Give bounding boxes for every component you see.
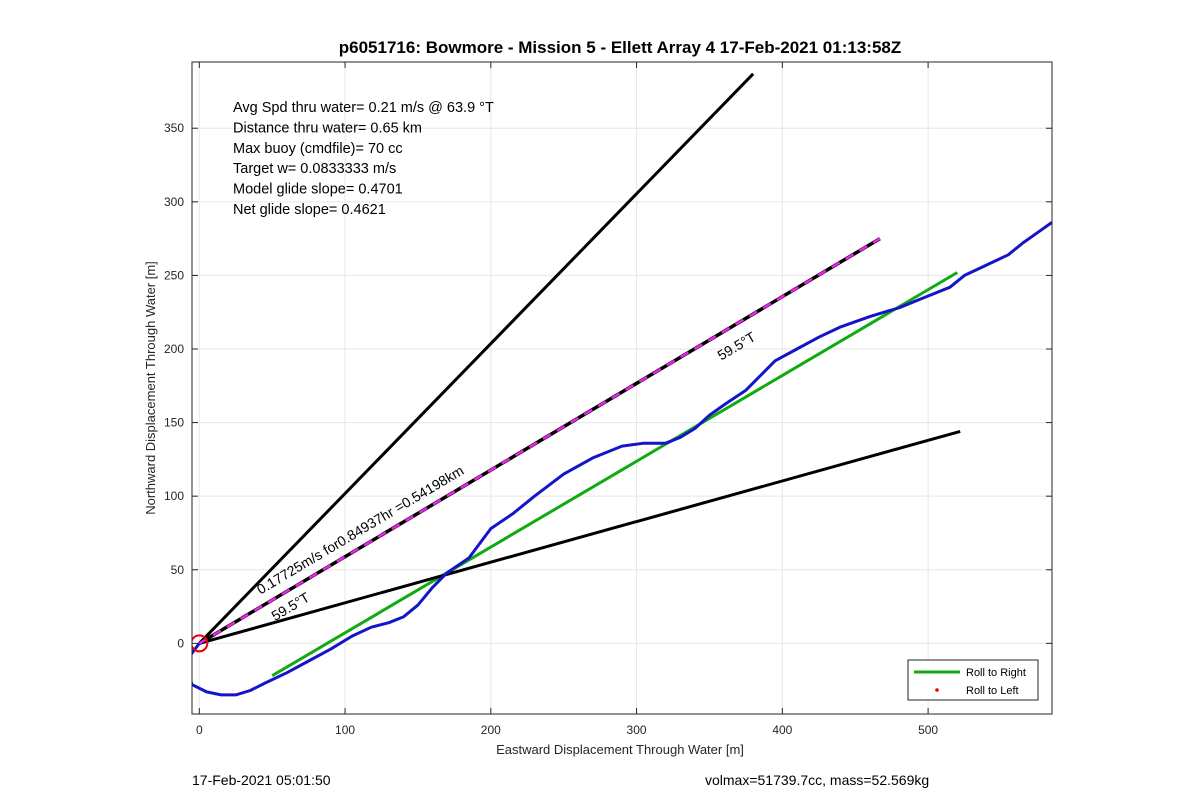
x-tick-label: 300 xyxy=(627,723,647,737)
roll-to-right-line xyxy=(271,271,959,677)
footer-volmax-mass: volmax=51739.7cc, mass=52.569kg xyxy=(705,772,930,788)
roll-to-left-marker xyxy=(192,634,209,653)
annotation-line: Distance thru water= 0.65 km xyxy=(233,120,422,136)
plot-series xyxy=(192,72,1052,697)
chart-title: p6051716: Bowmore - Mission 5 - Ellett A… xyxy=(339,38,902,57)
y-tick-label: 150 xyxy=(164,416,184,430)
axis-ticks: 0 100 200 300 400 500 0 50 100 150 200 250 300 350 xyxy=(164,62,1052,737)
x-tick-label: 500 xyxy=(918,723,938,737)
x-tick-label: 0 xyxy=(196,723,203,737)
stats-annotations: Avg Spd thru water= 0.21 m/s @ 63.9 °T Di… xyxy=(233,100,494,218)
line-labels: 0.17725m/s for0.84937hr =0.54198km59.5°T… xyxy=(254,328,759,624)
grid xyxy=(192,62,1052,714)
x-tick-label: 200 xyxy=(481,723,501,737)
legend-label: Roll to Left xyxy=(966,685,1019,697)
y-tick-label: 200 xyxy=(164,342,184,356)
y-tick-label: 300 xyxy=(164,195,184,209)
y-tick-label: 0 xyxy=(177,636,184,650)
y-tick-label: 350 xyxy=(164,121,184,135)
annotation-line: Target w= 0.0833333 m/s xyxy=(233,161,396,177)
y-axis-label: Northward Displacement Through Water [m] xyxy=(143,261,158,515)
x-tick-label: 400 xyxy=(772,723,792,737)
y-tick-label: 100 xyxy=(164,489,184,503)
heading-bound-lower-line xyxy=(198,429,961,645)
heading-bound-upper-line xyxy=(198,72,755,645)
legend-swatch-marker xyxy=(935,688,939,692)
annotation-line: Net glide slope= 0.4621 xyxy=(233,202,386,218)
footer-timestamp: 17-Feb-2021 05:01:50 xyxy=(192,772,331,788)
current-line-dashes xyxy=(198,237,881,645)
legend-box xyxy=(907,659,1039,701)
x-axis-label: Eastward Displacement Through Water [m] xyxy=(496,742,744,757)
y-tick-label: 50 xyxy=(171,563,185,577)
legend: Roll to Right Roll to Left xyxy=(907,659,1039,701)
x-tick-label: 100 xyxy=(335,723,355,737)
annotation-line: Avg Spd thru water= 0.21 m/s @ 63.9 °T xyxy=(233,100,494,116)
annotation-line: Max buoy (cmdfile)= 70 cc xyxy=(233,141,403,157)
y-tick-label: 250 xyxy=(164,268,184,282)
glider-track-line xyxy=(192,221,1052,697)
legend-label: Roll to Right xyxy=(966,667,1026,679)
plot-frame xyxy=(191,61,1053,715)
annotation-line: Model glide slope= 0.4701 xyxy=(233,182,403,198)
